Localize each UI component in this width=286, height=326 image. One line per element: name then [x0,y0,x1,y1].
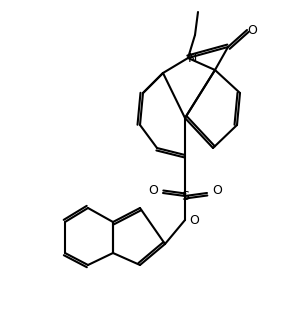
Text: O: O [212,184,222,197]
Text: S: S [181,189,189,202]
Text: O: O [247,23,257,37]
Text: O: O [189,214,199,227]
Text: N: N [187,52,197,65]
Text: O: O [148,184,158,197]
